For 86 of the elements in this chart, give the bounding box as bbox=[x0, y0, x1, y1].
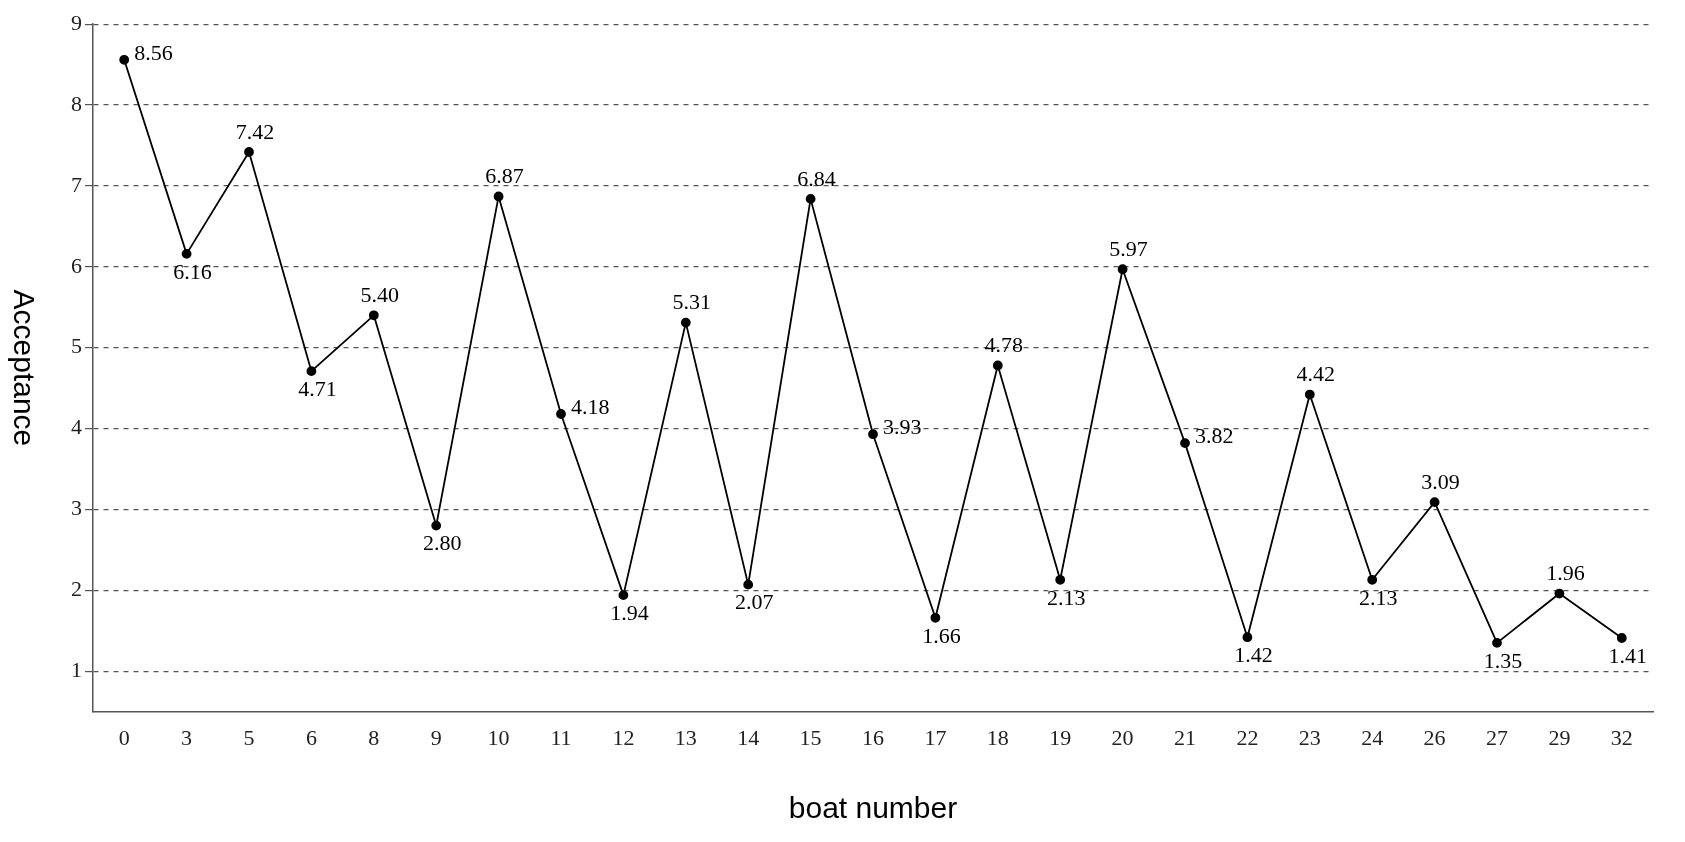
x-tick-label: 11 bbox=[550, 724, 572, 750]
data-label: 2.13 bbox=[1358, 584, 1398, 610]
y-tick-label: 8 bbox=[71, 90, 82, 116]
data-label: 4.18 bbox=[571, 393, 610, 419]
x-tick-label: 21 bbox=[1174, 724, 1196, 750]
x-tick-label: 14 bbox=[737, 724, 760, 750]
point bbox=[1055, 574, 1066, 585]
data-label: 5.97 bbox=[1109, 236, 1148, 262]
point bbox=[805, 193, 816, 204]
point bbox=[1304, 389, 1315, 400]
point bbox=[119, 54, 130, 65]
x-tick-label: 27 bbox=[1486, 724, 1508, 750]
data-label: 2.07 bbox=[734, 589, 774, 615]
data-label: 4.78 bbox=[984, 332, 1024, 358]
point bbox=[493, 191, 504, 202]
point bbox=[431, 520, 442, 531]
point bbox=[743, 579, 754, 590]
x-tick-label: 16 bbox=[862, 724, 884, 750]
x-tick-label: 22 bbox=[1236, 724, 1259, 750]
x-tick-label: 15 bbox=[799, 724, 822, 750]
x-tick-label: 23 bbox=[1298, 724, 1321, 750]
y-axis-title: Acceptance bbox=[7, 289, 41, 447]
x-tick-label: 5 bbox=[243, 724, 255, 750]
point bbox=[556, 409, 566, 419]
data-label: 8.56 bbox=[134, 39, 173, 65]
point bbox=[1242, 632, 1253, 643]
point bbox=[992, 360, 1003, 371]
point bbox=[1117, 264, 1128, 275]
x-tick-label: 12 bbox=[612, 724, 635, 750]
point bbox=[181, 248, 192, 259]
data-label: 2.80 bbox=[422, 530, 462, 556]
point bbox=[244, 147, 254, 157]
data-label: 7.42 bbox=[235, 118, 275, 144]
y-tick-label: 3 bbox=[71, 495, 82, 521]
point bbox=[368, 310, 379, 321]
data-label: 4.71 bbox=[298, 375, 337, 401]
data-label: 1.94 bbox=[610, 599, 649, 625]
data-label: 2.13 bbox=[1046, 584, 1086, 610]
x-tick-label: 26 bbox=[1423, 724, 1446, 750]
point bbox=[618, 590, 629, 601]
x-tick-label: 24 bbox=[1361, 724, 1384, 750]
x-tick-label: 20 bbox=[1111, 724, 1134, 750]
point bbox=[930, 612, 941, 623]
x-tick-label: 9 bbox=[430, 724, 442, 750]
y-tick-label: 5 bbox=[71, 333, 82, 359]
data-label: 6.84 bbox=[797, 165, 836, 191]
data-label: 3.93 bbox=[883, 414, 922, 439]
x-tick-label: 3 bbox=[181, 724, 193, 750]
data-label: 1.35 bbox=[1483, 647, 1523, 673]
x-tick-label: 32 bbox=[1610, 724, 1633, 750]
x-tick-label: 19 bbox=[1049, 724, 1072, 750]
data-label: 6.87 bbox=[485, 163, 524, 189]
data-label: 3.09 bbox=[1421, 468, 1460, 494]
x-tick-label: 18 bbox=[986, 724, 1009, 750]
data-label: 1.42 bbox=[1234, 641, 1273, 667]
point bbox=[306, 366, 317, 377]
point bbox=[1616, 633, 1627, 643]
x-tick-label: 29 bbox=[1548, 724, 1571, 750]
data-label: 1.96 bbox=[1546, 560, 1585, 586]
point bbox=[1554, 588, 1565, 599]
x-tick-label: 0 bbox=[118, 724, 130, 750]
x-tick-label: 17 bbox=[924, 724, 947, 750]
data-label: 5.40 bbox=[360, 282, 400, 308]
y-tick-label: 1 bbox=[71, 656, 82, 682]
data-label: 1.66 bbox=[922, 622, 961, 648]
data-label: 5.31 bbox=[672, 289, 712, 315]
data-label: 4.42 bbox=[1296, 361, 1336, 387]
data-label: 3.82 bbox=[1195, 422, 1234, 448]
x-tick-label: 13 bbox=[674, 724, 697, 750]
y-tick-label: 4 bbox=[71, 414, 82, 440]
point bbox=[1492, 637, 1502, 648]
y-tick-label: 2 bbox=[71, 576, 82, 602]
point bbox=[868, 429, 878, 440]
point bbox=[680, 317, 691, 328]
data-label: 1.41 bbox=[1608, 642, 1648, 668]
y-tick-label: 6 bbox=[71, 252, 82, 278]
x-tick-label: 8 bbox=[368, 724, 380, 750]
point bbox=[1429, 497, 1440, 508]
x-axis-title: boat number bbox=[788, 791, 958, 825]
data-label: 6.16 bbox=[173, 258, 212, 284]
x-tick-label: 10 bbox=[487, 724, 510, 750]
point bbox=[1180, 438, 1190, 449]
x-tick-label: 6 bbox=[305, 724, 317, 750]
y-tick-label: 9 bbox=[71, 9, 82, 35]
y-tick-label: 7 bbox=[71, 171, 82, 197]
point bbox=[1367, 574, 1378, 585]
